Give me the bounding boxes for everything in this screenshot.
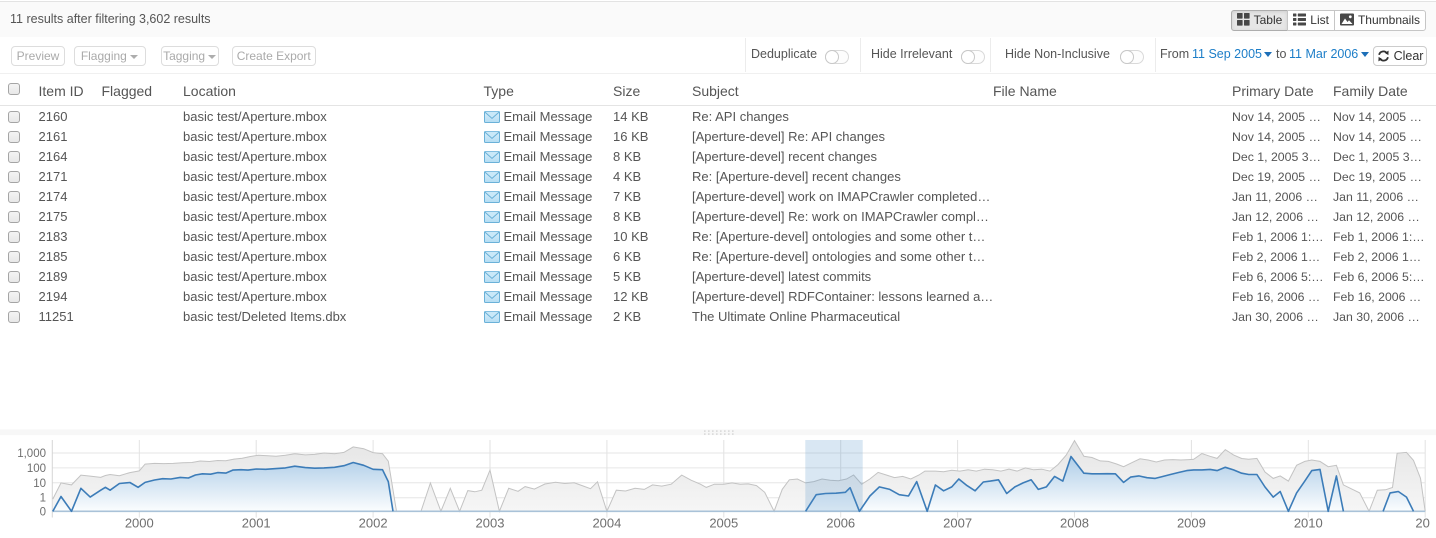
svg-text:1: 1: [40, 493, 46, 505]
svg-text:2003: 2003: [476, 516, 505, 531]
svg-text:2000: 2000: [125, 516, 154, 531]
svg-text:2002: 2002: [359, 516, 388, 531]
svg-text:2006: 2006: [826, 516, 855, 531]
svg-text:0: 0: [40, 506, 46, 518]
svg-text:1,000: 1,000: [17, 448, 46, 460]
svg-text:2008: 2008: [1060, 516, 1089, 531]
svg-text:2010: 2010: [1294, 516, 1323, 531]
svg-text:2001: 2001: [242, 516, 271, 531]
svg-text:2005: 2005: [709, 516, 738, 531]
svg-text:20: 20: [1415, 516, 1429, 531]
svg-text:100: 100: [27, 463, 46, 475]
svg-text:10: 10: [33, 478, 46, 490]
svg-text:2009: 2009: [1177, 516, 1206, 531]
svg-text:2007: 2007: [943, 516, 972, 531]
svg-text:2004: 2004: [592, 516, 621, 531]
